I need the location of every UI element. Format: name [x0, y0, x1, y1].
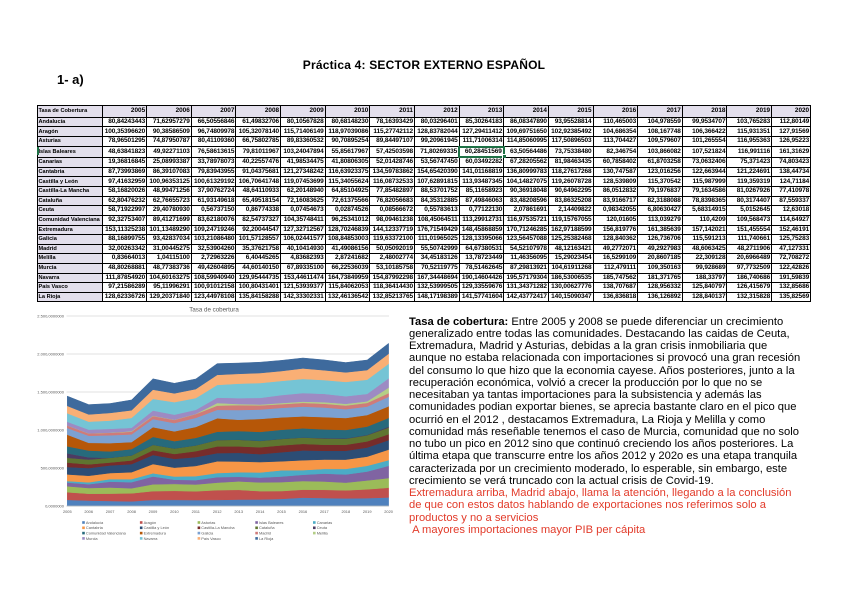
- svg-text:Ceuta: Ceuta: [317, 525, 328, 530]
- svg-text:500,0000000: 500,0000000: [41, 466, 65, 471]
- svg-text:2020: 2020: [384, 509, 393, 514]
- svg-text:2017: 2017: [320, 509, 329, 514]
- svg-text:2012: 2012: [213, 509, 222, 514]
- svg-text:2.500,0000000: 2.500,0000000: [37, 314, 64, 319]
- svg-text:1.500,0000000: 1.500,0000000: [37, 390, 64, 395]
- svg-text:Madrid: Madrid: [259, 531, 271, 536]
- svg-text:Aragón: Aragón: [144, 520, 157, 525]
- svg-text:Canarias: Canarias: [317, 520, 333, 525]
- svg-text:Melilla: Melilla: [317, 531, 329, 536]
- svg-text:2018: 2018: [341, 509, 350, 514]
- svg-text:Andalucía: Andalucía: [86, 520, 104, 525]
- svg-text:2015: 2015: [277, 509, 286, 514]
- svg-text:Castilla y León: Castilla y León: [144, 525, 170, 530]
- svg-text:Castilla-La Mancha: Castilla-La Mancha: [201, 525, 235, 530]
- svg-text:2.000,0000000: 2.000,0000000: [37, 352, 64, 357]
- svg-text:2014: 2014: [256, 509, 265, 514]
- svg-text:Comunidad Valenciana: Comunidad Valenciana: [86, 531, 127, 536]
- svg-text:2019: 2019: [363, 509, 372, 514]
- svg-text:2011: 2011: [192, 509, 200, 514]
- svg-text:País Vasco: País Vasco: [201, 536, 220, 541]
- svg-text:Cantabria: Cantabria: [86, 525, 104, 530]
- svg-text:La Rioja: La Rioja: [259, 536, 274, 541]
- svg-text:Tasa de cobertura: Tasa de cobertura: [189, 307, 239, 314]
- svg-text:1.000,0000000: 1.000,0000000: [37, 428, 64, 433]
- svg-text:2006: 2006: [84, 509, 93, 514]
- svg-text:2010: 2010: [170, 509, 179, 514]
- svg-text:2005: 2005: [63, 509, 72, 514]
- svg-text:2007: 2007: [106, 509, 115, 514]
- svg-text:0,0000000: 0,0000000: [45, 504, 65, 509]
- svg-text:Murcia: Murcia: [86, 536, 99, 541]
- svg-text:Islas Baleares: Islas Baleares: [259, 520, 283, 525]
- svg-text:Extremadura: Extremadura: [144, 531, 167, 536]
- svg-text:Navarra: Navarra: [144, 536, 159, 541]
- svg-text:2009: 2009: [149, 509, 158, 514]
- svg-text:Cataluña: Cataluña: [259, 525, 275, 530]
- svg-text:Galicia: Galicia: [201, 531, 214, 536]
- svg-text:2013: 2013: [234, 509, 243, 514]
- svg-text:Asturias: Asturias: [201, 520, 215, 525]
- svg-text:2016: 2016: [299, 509, 308, 514]
- svg-text:2008: 2008: [127, 509, 136, 514]
